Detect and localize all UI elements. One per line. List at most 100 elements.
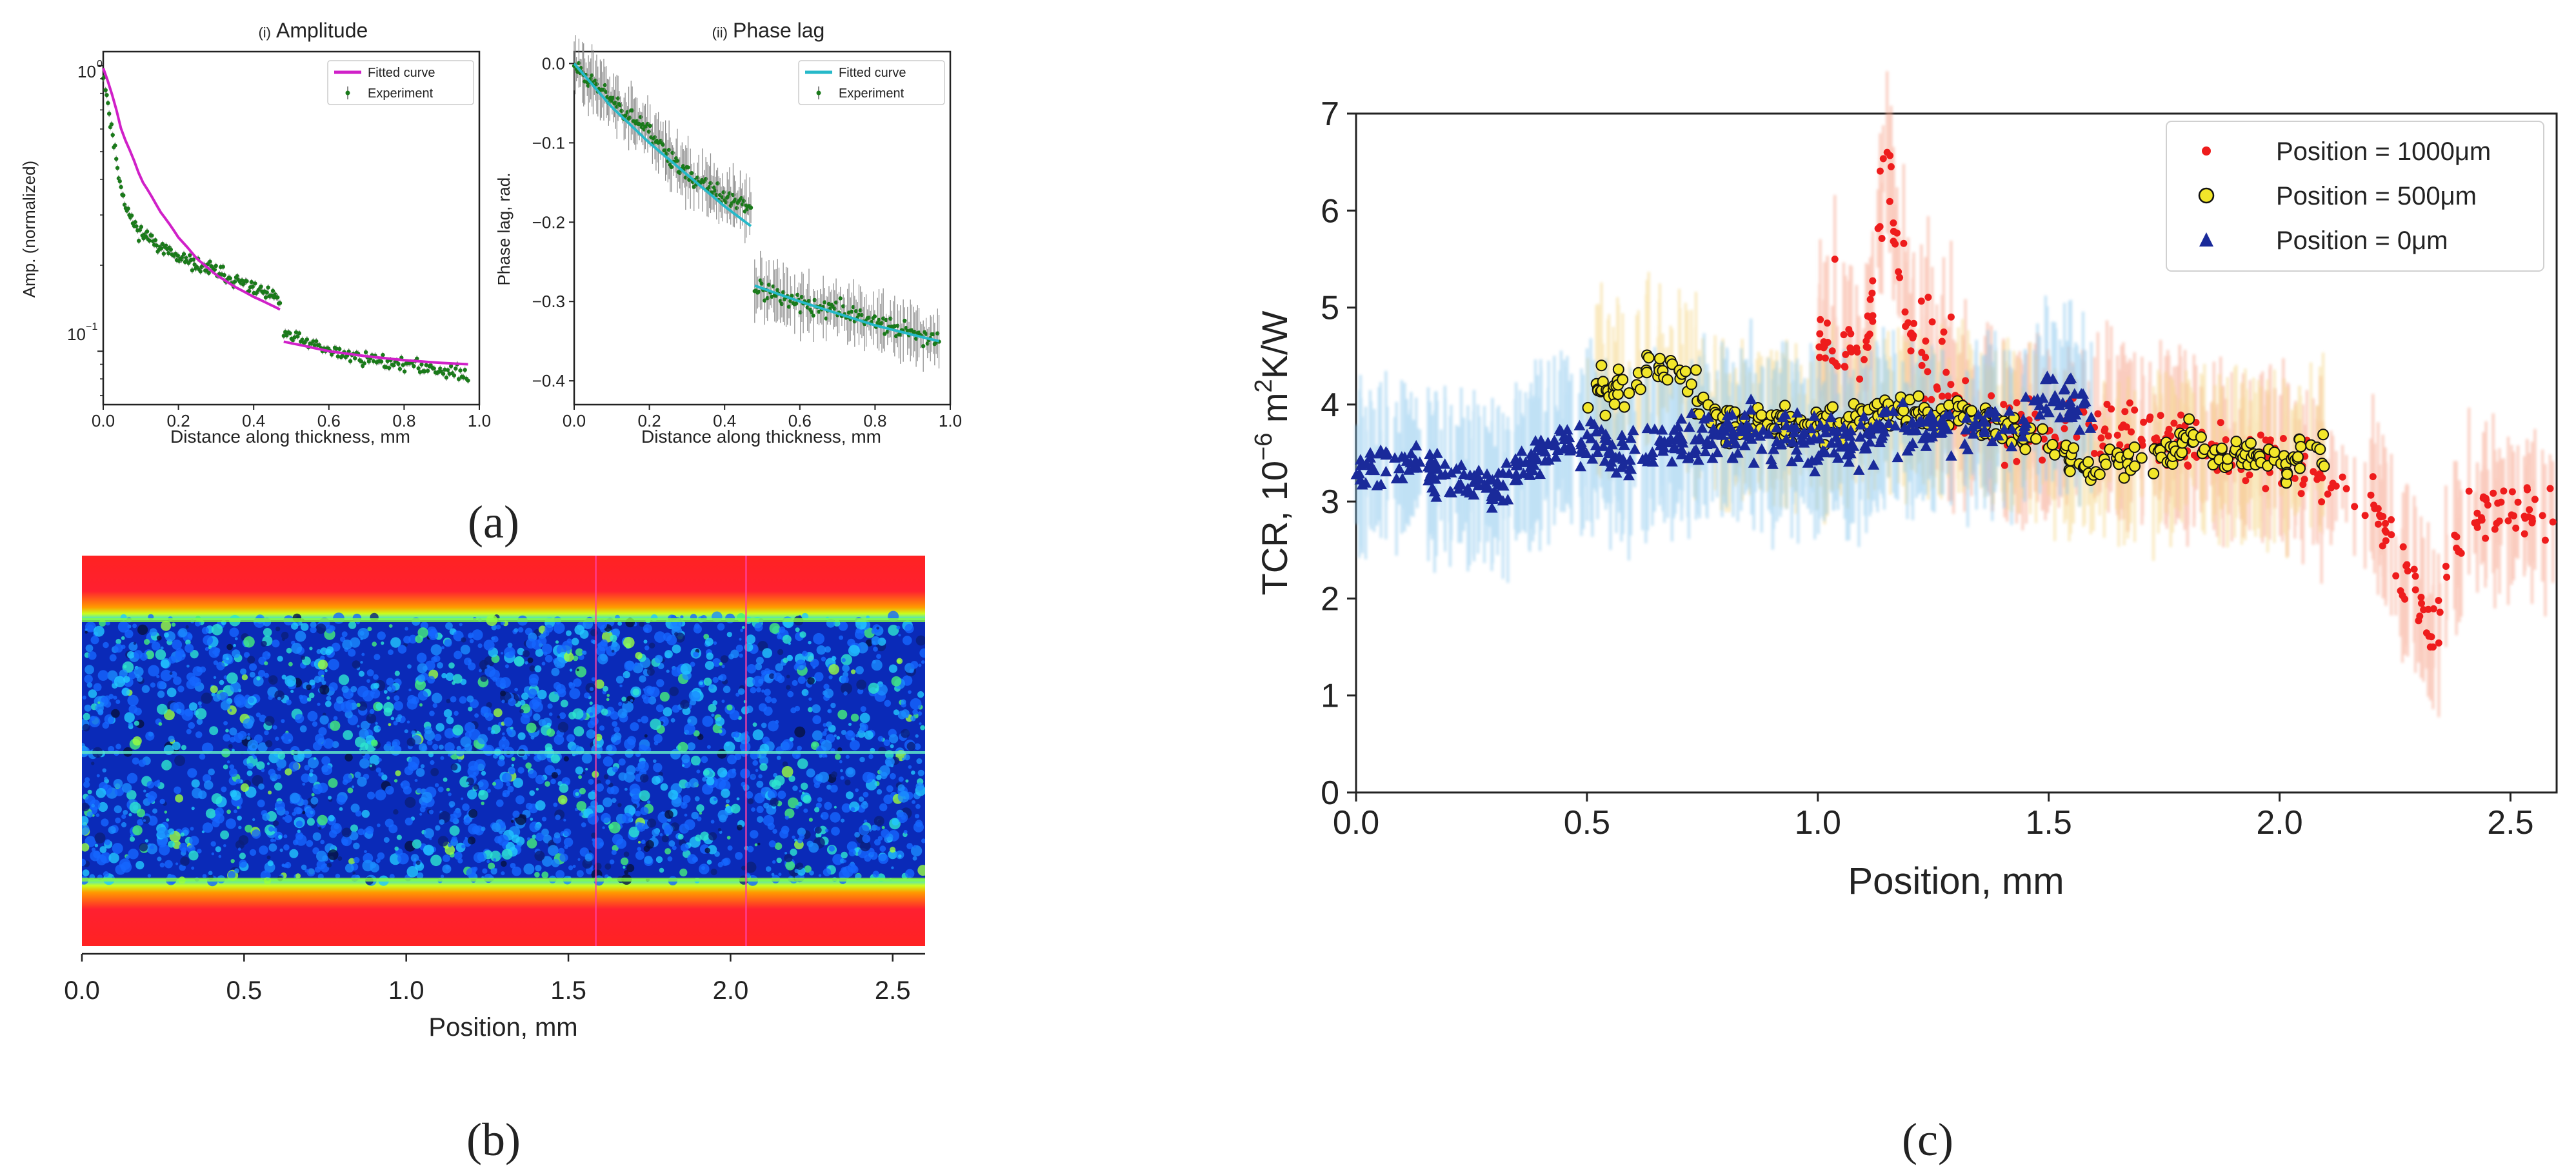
thermal-speckle: [329, 682, 338, 691]
thermal-speckle: [108, 852, 119, 863]
thermal-speckle: [459, 623, 463, 626]
thermal-speckle: [653, 763, 662, 772]
thermal-speckle: [905, 780, 908, 783]
thermal-speckle: [94, 683, 102, 692]
thermal-speckle: [104, 777, 108, 781]
thermal-speckle: [103, 769, 106, 772]
thermal-speckle: [898, 634, 901, 636]
thermal-speckle: [846, 791, 854, 799]
thermal-speckle: [239, 835, 248, 845]
thermal-speckle: [876, 654, 881, 659]
thermal-speckle: [898, 791, 910, 803]
thermal-speckle: [238, 731, 247, 740]
thermal-speckle: [910, 661, 918, 669]
thermal-speckle: [392, 739, 401, 747]
thermal-speckle: [795, 869, 799, 873]
thermal-speckle: [631, 794, 640, 803]
thermal-speckle: [719, 674, 726, 681]
thermal-speckle: [199, 705, 202, 708]
thermal-speckle: [761, 787, 766, 792]
thermal-speckle: [481, 771, 486, 776]
amplitude-experiment-point: [271, 289, 275, 293]
phase-experiment-point: [648, 124, 652, 128]
thermal-speckle: [383, 702, 394, 712]
thermal-speckle: [637, 719, 641, 723]
thermal-speckle: [91, 636, 99, 644]
thermal-speckle: [814, 782, 820, 788]
amplitude-experiment-point: [466, 378, 470, 382]
thermal-speckle: [785, 861, 795, 871]
thermal-speckle: [488, 727, 492, 731]
thermal-speckle: [502, 732, 505, 736]
thermal-speckle: [199, 754, 206, 760]
thermal-speckle: [666, 670, 670, 673]
thermal-speckle: [379, 758, 382, 762]
amplitude-experiment-point: [110, 122, 114, 126]
thermal-speckle: [808, 641, 811, 644]
thermal-speckle: [752, 676, 763, 687]
thermal-speckle: [185, 644, 194, 653]
thermal-speckle: [157, 856, 161, 861]
thermal-speckle: [890, 773, 896, 780]
thermal-speckle: [539, 719, 546, 726]
thermal-speckle: [873, 871, 879, 877]
thermal-speckle: [150, 845, 154, 849]
thermal-speckle: [85, 675, 93, 683]
thermal-speckle: [265, 741, 268, 745]
thermal-speckle: [121, 645, 126, 649]
thermal-speckle: [842, 658, 846, 662]
thermal-speckle: [644, 627, 649, 632]
thermal-speckle: [604, 863, 611, 870]
thermal-speckle: [640, 807, 648, 815]
thermal-speckle: [214, 676, 216, 679]
thermal-speckle: [314, 757, 316, 760]
thermal-speckle: [472, 825, 481, 834]
thermal-speckle: [395, 717, 401, 723]
thermal-speckle: [772, 829, 777, 834]
thermal-speckle: [641, 840, 646, 844]
thermal-speckle: [277, 767, 282, 771]
thermal-speckle: [618, 702, 622, 706]
thermal-speckle: [612, 850, 617, 855]
thermal-speckle: [889, 665, 897, 673]
thermal-speckle: [448, 662, 455, 669]
thermal-speckle: [238, 847, 241, 851]
panel-label-b: (b): [466, 1114, 521, 1165]
thermal-speckle: [235, 637, 238, 640]
thermal-speckle: [921, 838, 926, 843]
thermal-x-axis-label: Position, mm: [428, 1013, 577, 1042]
thermal-speckle: [466, 816, 470, 820]
thermal-speckle: [252, 754, 255, 757]
thermal-speckle: [481, 802, 484, 805]
thermal-speckle: [412, 731, 416, 735]
thermal-speckle: [275, 737, 279, 741]
thermal-speckle: [209, 726, 218, 735]
thermal-speckle: [721, 789, 730, 798]
thermal-speckle: [397, 835, 402, 840]
thermal-speckle: [161, 760, 172, 771]
thermal-speckle: [160, 863, 165, 868]
thermal-speckle: [86, 645, 94, 652]
thermal-speckle: [544, 625, 553, 633]
thermal-speckle: [586, 729, 596, 739]
thermal-speckle: [662, 835, 669, 842]
thermal-speckle: [529, 700, 539, 710]
phase-experiment-point: [839, 296, 843, 300]
thermal-speckle: [239, 860, 247, 868]
thermal-speckle: [799, 834, 805, 840]
thermal-speckle: [563, 819, 566, 822]
thermal-speckle: [431, 644, 442, 655]
thermal-speckle: [819, 874, 821, 877]
thermal-speckle: [247, 656, 255, 663]
thermal-speckle: [874, 816, 884, 826]
thermal-speckle: [238, 826, 241, 829]
thermal-speckle: [602, 826, 604, 829]
amplitude-experiment-point: [190, 268, 194, 272]
thermal-speckle: [653, 760, 657, 763]
thermal-speckle: [339, 807, 343, 811]
thermal-speckle: [446, 717, 454, 725]
thermal-speckle: [535, 665, 542, 672]
thermal-speckle: [267, 856, 271, 860]
thermal-speckle: [342, 640, 352, 650]
thermal-speckle: [230, 737, 235, 743]
